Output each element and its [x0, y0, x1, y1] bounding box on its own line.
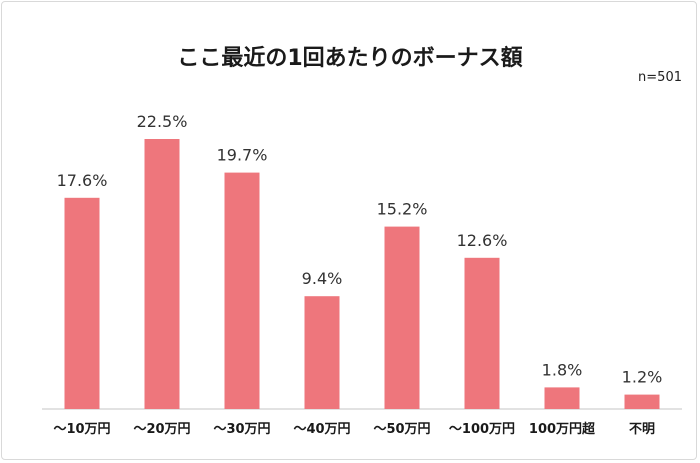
data-label-7: 1.8%	[542, 360, 583, 379]
data-label-6: 12.6%	[457, 231, 508, 250]
category-label-4: ～40万円	[293, 422, 350, 437]
category-label-3: ～30万円	[213, 422, 270, 437]
data-label-4: 9.4%	[302, 269, 343, 288]
category-label-1: ～10万円	[53, 422, 110, 437]
category-label-7: 100万円超	[529, 421, 596, 437]
category-label-2: ～20万円	[133, 422, 190, 437]
category-label-6: ～100万円	[449, 422, 515, 437]
category-label-5: ～50万円	[373, 422, 430, 437]
bar-5	[384, 226, 420, 409]
bar-1	[64, 197, 100, 409]
data-label-1: 17.6%	[57, 171, 108, 190]
bar-6	[464, 257, 500, 409]
data-label-2: 22.5%	[137, 112, 188, 131]
data-label-3: 19.7%	[217, 146, 268, 165]
data-label-8: 1.2%	[622, 368, 663, 387]
bar-4	[304, 296, 340, 409]
category-label-8: 不明	[629, 422, 655, 437]
sample-size-label: n=501	[638, 70, 682, 85]
bar-7	[544, 387, 580, 409]
bar-8	[624, 394, 660, 409]
chart-title: ここ最近の1回あたりのボーナス額	[177, 46, 523, 71]
data-label-5: 15.2%	[377, 200, 428, 219]
bar-2	[144, 139, 180, 409]
bar-3	[224, 172, 260, 409]
